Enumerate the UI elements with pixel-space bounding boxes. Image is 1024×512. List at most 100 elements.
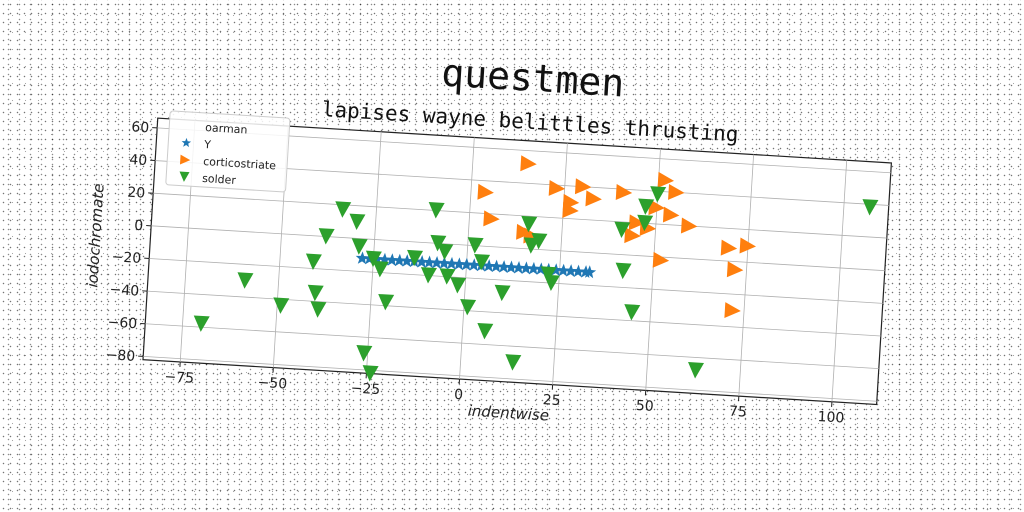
solder-point xyxy=(521,215,538,233)
Y-point xyxy=(556,263,571,277)
corticostriate-point xyxy=(657,171,675,188)
solder-point xyxy=(372,260,389,278)
solder-point xyxy=(356,345,373,362)
solder-point xyxy=(407,249,424,267)
solder-point xyxy=(467,237,484,254)
Y-point xyxy=(534,262,548,276)
y-tick-label: 60 xyxy=(131,119,150,136)
solder-point xyxy=(615,262,632,280)
x-tick-label: −75 xyxy=(164,369,194,387)
Y-point xyxy=(415,255,429,268)
Y-point xyxy=(392,253,407,267)
corticostriate-point xyxy=(483,210,500,227)
Y-point xyxy=(504,260,518,274)
y-tick-label: −80 xyxy=(105,347,135,365)
Y-point xyxy=(467,258,481,272)
legend-marker xyxy=(181,137,192,148)
corticostriate-point xyxy=(615,184,633,201)
chart-root: questmen lapises wayne belittles thrusti… xyxy=(83,50,893,427)
solder-point xyxy=(305,253,322,270)
corticostriate-point xyxy=(726,261,744,278)
x-grid-line xyxy=(831,160,848,402)
legend-marker xyxy=(179,171,190,182)
Y-point xyxy=(355,251,370,265)
legend-frame xyxy=(165,110,291,193)
solder-point xyxy=(318,228,335,245)
corticostriate-point xyxy=(548,179,566,196)
corticostriate-point xyxy=(628,214,646,231)
Y-point xyxy=(452,257,466,271)
solder-point xyxy=(378,293,395,311)
corticostriate-point xyxy=(680,217,698,234)
y-tick-label: 20 xyxy=(127,185,146,202)
y-grid-line xyxy=(151,225,885,272)
solder-point xyxy=(450,277,467,294)
y-tick-label: 0 xyxy=(134,218,144,235)
solder-point xyxy=(273,297,290,314)
chart-title: questmen xyxy=(440,50,625,105)
corticostriate-point xyxy=(585,190,602,207)
solder-point xyxy=(335,201,352,218)
corticostriate-point xyxy=(574,178,592,195)
solder-point xyxy=(420,267,437,284)
x-tick-label: 75 xyxy=(728,404,747,421)
solder-point xyxy=(310,301,327,318)
Y-point xyxy=(497,260,511,273)
x-tick-label: 25 xyxy=(542,392,561,409)
x-tick-label: 50 xyxy=(635,398,654,415)
Y-point xyxy=(582,265,597,279)
corticostriate-point xyxy=(520,155,537,172)
y-tick-label: −60 xyxy=(107,314,137,332)
solder-point xyxy=(193,315,210,332)
solder-point xyxy=(531,232,548,250)
solder-point xyxy=(428,202,445,219)
corticostriate-point xyxy=(720,239,738,256)
solder-point xyxy=(638,198,655,215)
solder-point xyxy=(430,234,447,252)
plot-area xyxy=(142,117,893,406)
Y-point xyxy=(519,261,533,275)
Y-point xyxy=(564,264,578,278)
y-tick-label: −40 xyxy=(109,282,139,300)
corticostriate-point xyxy=(668,183,685,200)
x-axis-label: indentwise xyxy=(467,402,549,425)
Y-point xyxy=(527,261,541,275)
solder-point xyxy=(505,354,522,371)
legend-marker xyxy=(179,154,191,165)
Y-point xyxy=(385,253,399,267)
solder-point xyxy=(474,253,491,271)
solder-point xyxy=(637,214,654,232)
solder-point xyxy=(543,274,560,292)
x-tick-label: −25 xyxy=(350,380,380,398)
solder-point xyxy=(460,298,477,316)
corticostriate-point xyxy=(477,183,494,200)
y-tick-label: 40 xyxy=(129,152,148,169)
solder-point xyxy=(688,362,705,379)
legend-label: Y xyxy=(203,138,212,151)
solder-point xyxy=(365,250,382,268)
solder-point xyxy=(362,365,379,382)
Y-point xyxy=(512,260,526,274)
y-axis: −80 −60 −40 −20 0 20 40 60 xyxy=(105,119,158,365)
Y-point xyxy=(400,254,414,268)
x-tick-label: 100 xyxy=(817,409,845,427)
corticostriate-point xyxy=(739,237,756,254)
x-grid-line xyxy=(552,143,568,385)
x-axis: −75 −50 −25 0 25 50 75 100 xyxy=(164,361,845,427)
y-tick-label: −20 xyxy=(111,249,141,267)
solder-point xyxy=(614,221,631,239)
solder-point xyxy=(624,304,641,321)
y-grid-line xyxy=(153,192,887,239)
corticostriate-point xyxy=(662,206,680,223)
corticostriate-point xyxy=(652,251,670,268)
corticostriate-point xyxy=(648,199,665,216)
solder-point xyxy=(477,322,494,340)
x-tick-label: −50 xyxy=(257,375,287,393)
Y-point xyxy=(459,257,474,271)
Y-point xyxy=(482,259,496,273)
solder-point xyxy=(307,284,324,302)
solder-point xyxy=(650,186,667,203)
solder-point xyxy=(439,268,456,285)
